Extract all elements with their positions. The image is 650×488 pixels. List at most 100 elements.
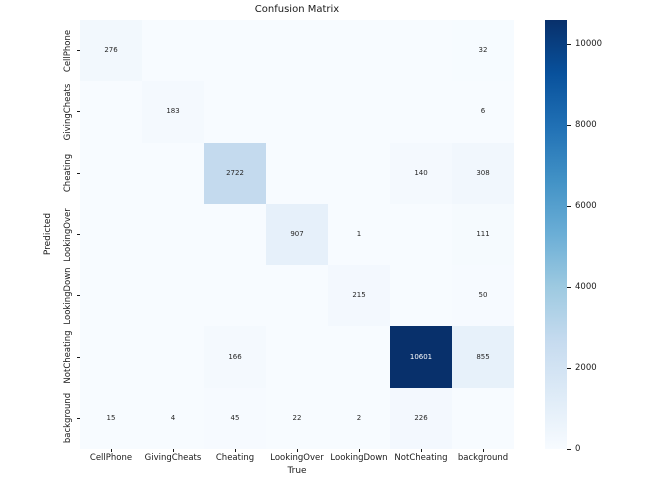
tick-mark <box>567 43 571 45</box>
cell-value: 276 <box>104 46 118 55</box>
y-axis-label: Predicted <box>43 212 53 256</box>
y-tick-label: GivingCheats <box>63 83 73 141</box>
heatmap-cell <box>80 326 142 388</box>
tick-mark <box>482 449 484 452</box>
tick-mark <box>420 449 422 452</box>
tick-mark <box>77 356 80 358</box>
cell-value: 166 <box>228 352 242 361</box>
x-tick-label: GivingCheats <box>144 453 202 463</box>
cell-value: 1 <box>356 229 362 238</box>
heatmap-cell <box>266 142 328 204</box>
cell-value: 10601 <box>409 352 433 361</box>
x-tick-label: LookingDown <box>330 453 388 463</box>
heatmap-cell: 15 <box>80 387 142 449</box>
tick-mark <box>172 449 174 452</box>
x-tick-label: Cheating <box>215 453 255 463</box>
heatmap-cell <box>390 81 452 143</box>
heatmap-cell: 2722 <box>204 142 266 204</box>
heatmap-cell: 308 <box>452 142 514 204</box>
cell-value: 50 <box>478 291 488 300</box>
heatmap-cell: 50 <box>452 265 514 327</box>
heatmap-cell: 22 <box>266 387 328 449</box>
heatmap-cell <box>328 326 390 388</box>
heatmap-cell <box>142 20 204 82</box>
tick-mark <box>567 124 571 126</box>
colorbar-tick-label: 10000 <box>575 39 603 50</box>
heatmap-cell <box>142 265 204 327</box>
heatmap-cell <box>266 20 328 82</box>
heatmap-cell <box>80 81 142 143</box>
heatmap-cell: 907 <box>266 203 328 266</box>
x-tick-label: background <box>457 453 509 463</box>
heatmap-cell: 276 <box>80 20 142 82</box>
heatmap-cell: 111 <box>452 203 514 266</box>
y-tick-label: NotCheating <box>63 330 73 384</box>
cell-value: 855 <box>476 352 490 361</box>
heatmap-cell: 6 <box>452 81 514 143</box>
heatmap-cell <box>266 265 328 327</box>
heatmap-cell <box>142 203 204 266</box>
heatmap-cell <box>390 265 452 327</box>
tick-mark <box>77 295 80 297</box>
cell-value: 907 <box>290 229 304 238</box>
cell-value: 226 <box>414 413 428 422</box>
cell-value: 140 <box>414 168 428 177</box>
y-tick-label: LookingOver <box>63 207 73 262</box>
tick-mark <box>77 172 80 174</box>
tick-mark <box>77 417 80 419</box>
x-axis-label: True <box>287 466 307 476</box>
tick-mark <box>296 449 298 452</box>
heatmap-grid: 276 32 183 6 2722 140 308 907 1 111 215 50 166 10601 8… <box>80 20 514 449</box>
colorbar-tick-label: 4000 <box>575 282 597 293</box>
heatmap-cell <box>204 81 266 143</box>
heatmap-cell <box>142 142 204 204</box>
y-tick-label: LookingDown <box>63 267 73 325</box>
heatmap-cell: 855 <box>452 326 514 388</box>
tick-mark <box>77 234 80 235</box>
x-tick-label: NotCheating <box>394 453 448 463</box>
tick-mark <box>567 367 571 369</box>
tick-mark <box>567 205 571 207</box>
heatmap-cell: 1 <box>328 203 390 266</box>
heatmap-cell: 32 <box>452 20 514 82</box>
heatmap-cell: 10601 <box>390 326 452 388</box>
heatmap-cell <box>204 265 266 327</box>
cell-value: 2 <box>356 413 362 422</box>
tick-mark <box>77 50 80 52</box>
heatmap-cell <box>266 326 328 388</box>
heatmap-cell <box>328 20 390 82</box>
tick-mark <box>567 448 571 450</box>
heatmap-cell <box>390 20 452 82</box>
cell-value: 111 <box>476 229 490 238</box>
tick-mark <box>358 449 360 452</box>
heatmap-cell <box>80 265 142 327</box>
cell-value: 32 <box>478 46 488 55</box>
y-tick-label: background <box>63 393 73 444</box>
heatmap-cell <box>204 203 266 266</box>
colorbar-tick-label: 0 <box>575 444 581 454</box>
cell-value: 45 <box>230 413 240 422</box>
tick-mark <box>77 111 80 113</box>
colorbar-tick-label: 2000 <box>575 363 597 374</box>
x-tick-label: CellPhone <box>89 453 133 463</box>
heatmap-cell <box>80 203 142 266</box>
heatmap-cell <box>328 142 390 204</box>
y-tick-label: CellPhone <box>63 29 73 72</box>
heatmap-cell: 226 <box>390 387 452 449</box>
cell-value: 2722 <box>226 168 244 177</box>
cell-value: 15 <box>106 413 116 422</box>
heatmap-cell <box>452 387 514 449</box>
heatmap-cell: 4 <box>142 387 204 449</box>
x-tick-label: LookingOver <box>270 453 324 463</box>
colorbar-tick-label: 8000 <box>575 120 597 131</box>
tick-mark <box>234 449 236 452</box>
cell-value: 215 <box>352 291 366 300</box>
heatmap-cell: 183 <box>142 81 204 143</box>
heatmap-cell <box>328 81 390 143</box>
heatmap-cell: 2 <box>328 387 390 449</box>
tick-mark <box>110 449 112 452</box>
colorbar-gradient <box>545 20 567 449</box>
cell-value: 183 <box>166 107 180 116</box>
heatmap-cell: 215 <box>328 265 390 327</box>
